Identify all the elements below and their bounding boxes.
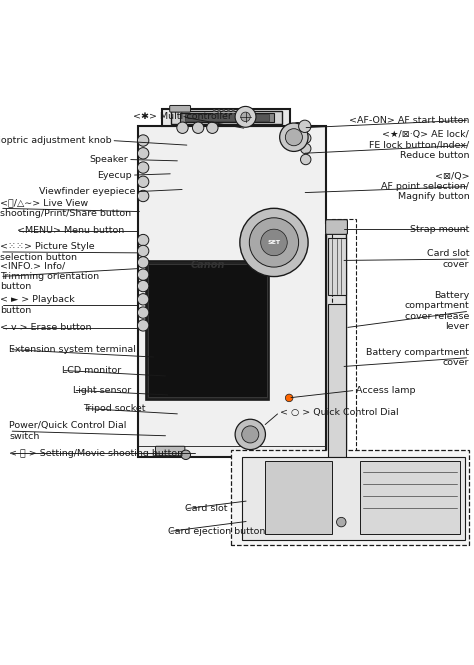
Text: Power/Quick Control Dial
switch: Power/Quick Control Dial switch — [9, 422, 127, 441]
Circle shape — [301, 144, 311, 154]
Text: <AF-ON> AF start button: <AF-ON> AF start button — [349, 116, 469, 124]
Circle shape — [137, 148, 149, 159]
FancyBboxPatch shape — [155, 446, 185, 456]
Text: Strap mount: Strap mount — [410, 225, 469, 233]
Polygon shape — [162, 109, 290, 126]
Text: Battery
compartment
cover release
lever: Battery compartment cover release lever — [404, 291, 469, 331]
Polygon shape — [326, 223, 346, 457]
Circle shape — [137, 320, 149, 331]
Polygon shape — [146, 261, 269, 400]
Text: Card slot
cover: Card slot cover — [427, 249, 469, 269]
Text: <✱> Multi-controller: <✱> Multi-controller — [133, 112, 232, 121]
Circle shape — [280, 123, 308, 152]
Circle shape — [213, 109, 216, 112]
Circle shape — [232, 113, 235, 116]
Circle shape — [207, 122, 218, 134]
Circle shape — [137, 281, 149, 292]
Circle shape — [137, 135, 149, 146]
Text: Light sensor: Light sensor — [73, 386, 132, 395]
Polygon shape — [231, 450, 469, 545]
Text: < ► > Playback
button: < ► > Playback button — [0, 295, 75, 315]
Circle shape — [137, 307, 149, 319]
Circle shape — [137, 162, 149, 174]
Text: Tripod socket: Tripod socket — [83, 404, 146, 413]
Circle shape — [301, 133, 311, 144]
Text: SET: SET — [267, 240, 281, 245]
Text: Access lamp: Access lamp — [356, 386, 415, 395]
Polygon shape — [185, 114, 269, 120]
Text: < Ⓜ > Setting/Movie shooting button: < Ⓜ > Setting/Movie shooting button — [9, 449, 183, 458]
Text: LCD monitor: LCD monitor — [62, 366, 121, 375]
Circle shape — [137, 190, 149, 201]
Circle shape — [285, 129, 302, 146]
Circle shape — [137, 176, 149, 188]
Polygon shape — [180, 112, 274, 122]
Polygon shape — [360, 462, 460, 534]
Text: Card ejection button: Card ejection button — [168, 527, 265, 536]
Circle shape — [299, 120, 311, 132]
Circle shape — [222, 113, 225, 116]
Text: <⁙⁙> Picture Style
selection button: <⁙⁙> Picture Style selection button — [0, 242, 95, 261]
Text: Speaker: Speaker — [89, 155, 128, 164]
Circle shape — [337, 517, 346, 527]
Circle shape — [242, 426, 259, 443]
Circle shape — [235, 106, 256, 127]
Text: <MENU> Menu button: <MENU> Menu button — [17, 226, 124, 235]
Polygon shape — [138, 126, 329, 457]
Text: Canon: Canon — [191, 259, 225, 269]
Polygon shape — [148, 264, 267, 398]
Circle shape — [261, 229, 287, 256]
Circle shape — [227, 109, 230, 112]
Text: <★/⊠·Q> AE lock/
FE lock button/Index/
Reduce button: <★/⊠·Q> AE lock/ FE lock button/Index/ R… — [369, 130, 469, 160]
Text: Viewfinder eyepiece: Viewfinder eyepiece — [39, 188, 135, 196]
Circle shape — [235, 419, 265, 450]
Polygon shape — [242, 457, 465, 540]
Circle shape — [232, 109, 235, 112]
Text: Extension system terminal: Extension system terminal — [9, 345, 137, 354]
Circle shape — [177, 122, 188, 134]
Circle shape — [181, 450, 191, 460]
Circle shape — [292, 122, 303, 133]
Polygon shape — [265, 462, 332, 534]
Circle shape — [285, 394, 293, 402]
Circle shape — [213, 113, 216, 116]
Circle shape — [218, 109, 220, 112]
Circle shape — [192, 122, 204, 134]
Circle shape — [240, 208, 308, 277]
Circle shape — [241, 112, 250, 122]
Circle shape — [222, 109, 225, 112]
Text: Eyecup: Eyecup — [97, 171, 132, 180]
Text: <⊠/Q>
AF point selection/
Magnify button: <⊠/Q> AF point selection/ Magnify button — [381, 172, 469, 201]
Text: Battery compartment
cover: Battery compartment cover — [366, 348, 469, 367]
Text: Dioptric adjustment knob: Dioptric adjustment knob — [0, 136, 111, 145]
Polygon shape — [328, 237, 346, 295]
Text: Card slot: Card slot — [185, 504, 228, 513]
Circle shape — [137, 294, 149, 305]
Text: < ○ > Quick Control Dial: < ○ > Quick Control Dial — [280, 408, 398, 417]
Polygon shape — [328, 304, 346, 457]
Circle shape — [137, 257, 149, 268]
Circle shape — [218, 113, 220, 116]
Polygon shape — [171, 110, 282, 124]
Circle shape — [137, 269, 149, 281]
Circle shape — [137, 234, 149, 246]
Text: <⎙/△∼> Live View
shooting/Print/Share button: <⎙/△∼> Live View shooting/Print/Share bu… — [0, 199, 131, 218]
Text: <INFO.> Info/
Trimming orientation
button: <INFO.> Info/ Trimming orientation butto… — [0, 261, 99, 291]
Text: < ᴠ > Erase button: < ᴠ > Erase button — [0, 323, 91, 332]
Circle shape — [137, 245, 149, 257]
Circle shape — [249, 218, 299, 267]
FancyBboxPatch shape — [170, 106, 191, 112]
Circle shape — [227, 113, 230, 116]
Circle shape — [301, 154, 311, 165]
FancyBboxPatch shape — [326, 219, 347, 234]
